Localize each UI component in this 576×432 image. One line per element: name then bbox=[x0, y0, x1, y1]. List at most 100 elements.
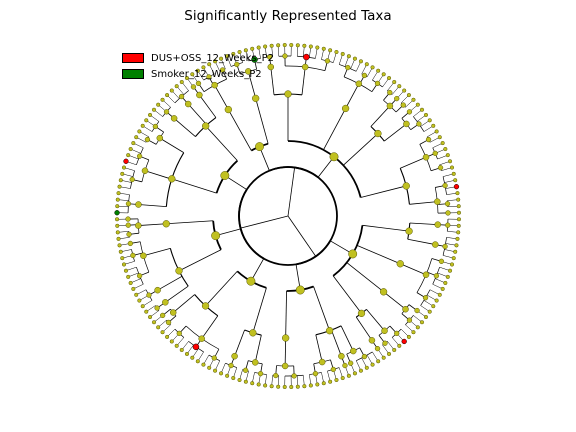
taxon-node bbox=[129, 176, 135, 183]
taxon-node bbox=[440, 286, 445, 291]
taxon-node bbox=[255, 142, 264, 152]
taxon-node bbox=[156, 325, 161, 330]
taxon-node bbox=[263, 383, 268, 388]
taxon-node bbox=[117, 184, 122, 189]
taxon-node bbox=[445, 274, 450, 279]
branch-edge bbox=[138, 204, 167, 208]
taxon-node bbox=[151, 107, 157, 112]
taxon-node bbox=[115, 223, 120, 228]
taxon-node bbox=[434, 198, 441, 205]
taxon-node bbox=[444, 201, 451, 207]
taxon-node bbox=[144, 136, 151, 143]
taxon-node bbox=[131, 141, 136, 146]
taxon-node bbox=[125, 216, 131, 222]
branch-edge bbox=[171, 178, 217, 194]
taxon-node bbox=[340, 375, 345, 381]
branch-edge bbox=[247, 71, 257, 99]
taxon-node bbox=[342, 362, 348, 369]
branch-edge bbox=[287, 167, 296, 217]
taxon-node bbox=[130, 252, 136, 259]
taxon-node bbox=[368, 337, 376, 344]
taxon-node bbox=[431, 304, 436, 309]
branch-edge bbox=[143, 247, 171, 257]
branch-edge bbox=[342, 133, 379, 166]
taxon-node bbox=[358, 59, 363, 64]
taxon-node bbox=[267, 54, 273, 60]
taxon-node bbox=[115, 230, 120, 235]
taxon-node bbox=[201, 302, 210, 310]
taxon-node bbox=[419, 107, 425, 112]
taxon-node-red bbox=[192, 343, 200, 351]
branch-edge bbox=[287, 215, 317, 257]
taxon-node bbox=[386, 102, 394, 110]
branch-edge bbox=[205, 125, 238, 161]
branch-edge bbox=[240, 215, 289, 229]
branch-edge bbox=[360, 185, 407, 198]
taxon-node bbox=[207, 365, 212, 370]
branch-edge bbox=[205, 270, 238, 307]
branch-arc bbox=[332, 225, 364, 277]
taxon-node bbox=[184, 351, 190, 357]
taxon-node bbox=[165, 319, 172, 326]
taxon-node bbox=[449, 262, 455, 267]
taxon-node bbox=[318, 358, 326, 366]
taxon-node bbox=[211, 231, 221, 241]
taxon-node bbox=[291, 373, 297, 379]
taxon-node bbox=[328, 379, 333, 384]
taxon-node bbox=[162, 299, 169, 306]
branch-edge bbox=[214, 84, 229, 110]
taxon-node bbox=[267, 63, 275, 71]
taxon-node bbox=[397, 343, 402, 348]
branch-edge bbox=[345, 83, 360, 109]
taxon-node bbox=[455, 191, 460, 196]
taxon-node-red bbox=[453, 184, 460, 190]
taxon-node bbox=[117, 243, 122, 248]
taxon-node bbox=[449, 165, 455, 170]
branch-edge bbox=[362, 224, 410, 232]
taxon-node bbox=[126, 153, 131, 158]
taxon-node bbox=[125, 201, 132, 207]
taxon-node bbox=[312, 370, 319, 377]
taxon-node-red bbox=[401, 338, 407, 345]
taxon-node bbox=[374, 129, 382, 138]
branch-edge bbox=[366, 309, 385, 332]
taxon-node bbox=[456, 230, 461, 235]
taxon-node bbox=[370, 362, 375, 367]
branch-arc bbox=[238, 189, 265, 260]
branch-edge bbox=[285, 290, 287, 338]
taxon-node bbox=[295, 384, 300, 389]
taxon-node bbox=[338, 352, 345, 360]
taxon-node bbox=[126, 231, 132, 237]
branch-edge bbox=[332, 275, 362, 314]
taxon-node bbox=[302, 43, 307, 48]
taxon-node bbox=[224, 105, 233, 114]
branch-edge bbox=[138, 223, 167, 226]
taxon-node bbox=[431, 123, 436, 128]
taxon-node bbox=[147, 112, 153, 118]
taxon-node bbox=[456, 223, 461, 228]
legend-item-dus-oss: DUS+OSS_12_Weeks_P2 bbox=[122, 50, 274, 66]
taxon-node bbox=[445, 153, 450, 158]
branch-edge bbox=[284, 337, 287, 366]
branch-edge bbox=[313, 286, 330, 331]
taxon-node bbox=[381, 327, 388, 335]
taxon-node bbox=[321, 381, 326, 386]
taxon-node bbox=[256, 382, 261, 387]
taxon-node bbox=[121, 262, 127, 267]
taxon-node bbox=[174, 343, 179, 348]
taxon-node bbox=[211, 355, 217, 361]
branch-edge bbox=[346, 262, 384, 293]
taxon-node bbox=[269, 384, 274, 389]
taxon-node bbox=[415, 325, 420, 330]
taxon-node bbox=[321, 46, 326, 51]
branch-edge bbox=[370, 105, 391, 127]
taxon-node bbox=[440, 141, 445, 146]
taxon-node bbox=[243, 379, 248, 384]
taxon-node bbox=[146, 292, 152, 298]
taxon-nodes bbox=[114, 42, 462, 390]
taxon-node bbox=[425, 136, 432, 143]
taxon-node bbox=[382, 340, 388, 346]
taxon-node bbox=[136, 273, 143, 279]
taxon-node bbox=[411, 330, 416, 335]
taxon-node bbox=[315, 382, 320, 387]
